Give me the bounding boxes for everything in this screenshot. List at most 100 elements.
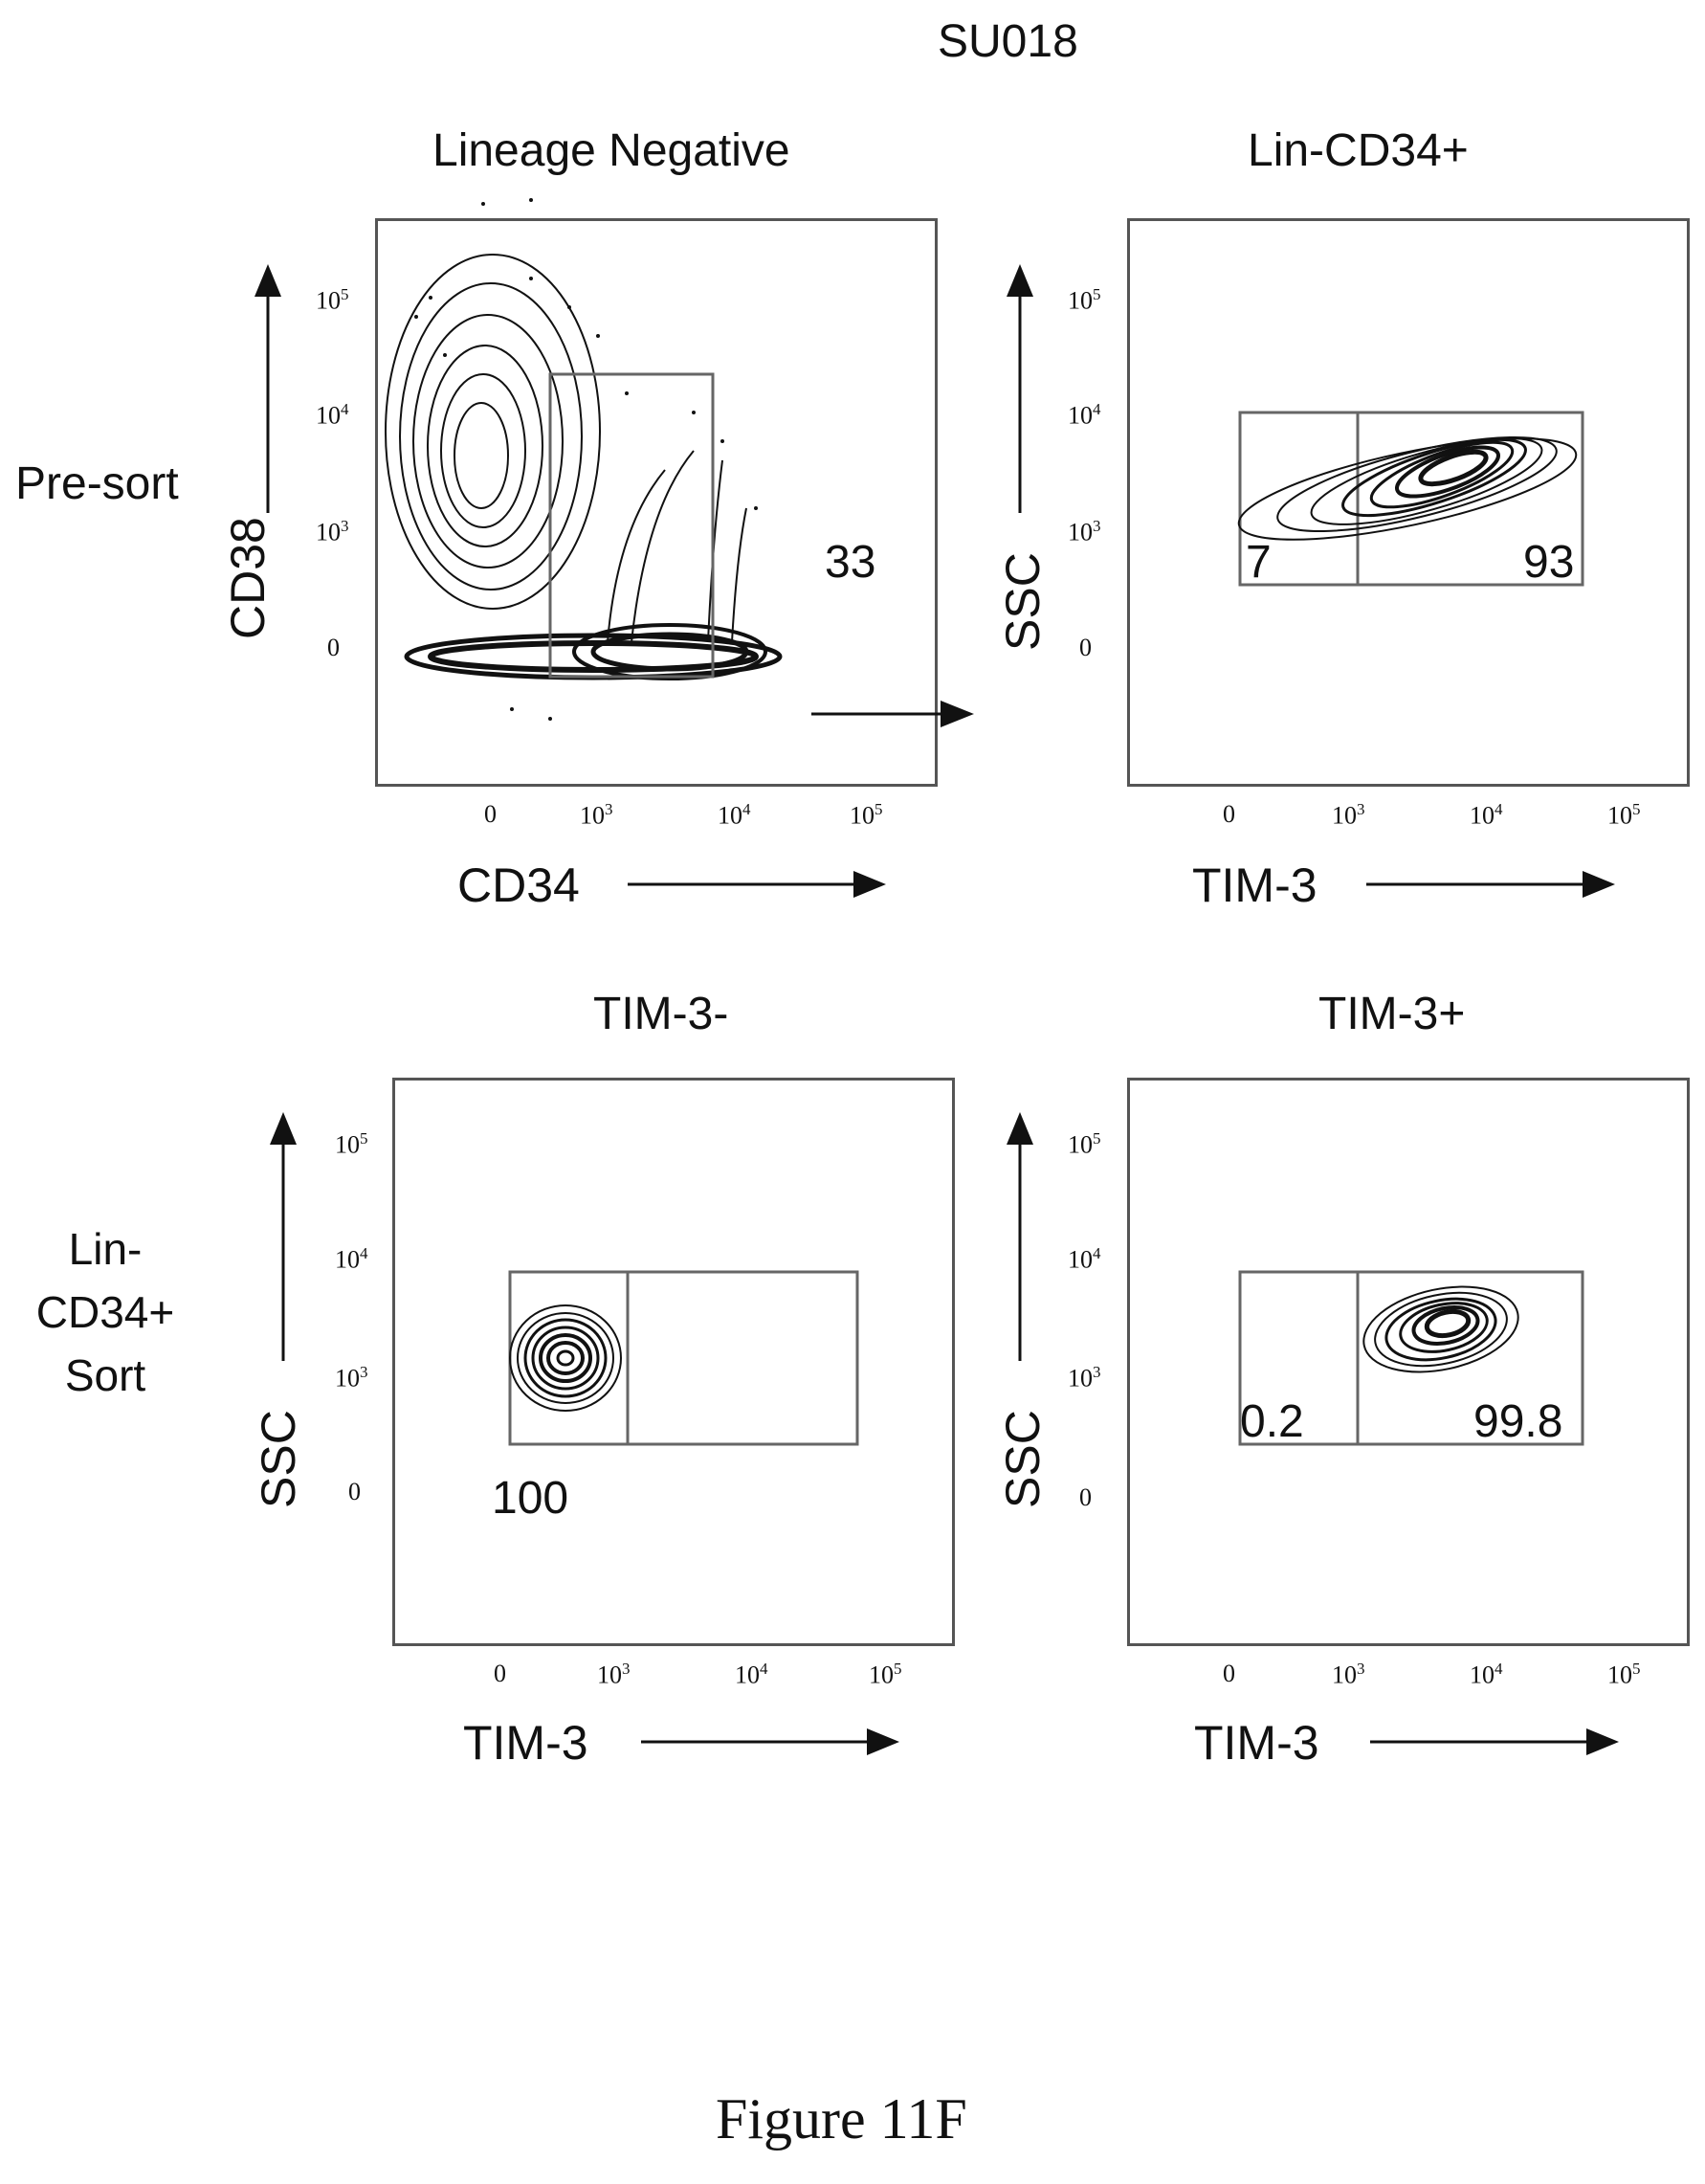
panel-4-gate-label-0-2: 0.2 [1240, 1396, 1304, 1447]
panel-3-xtick-1e5-exp: 5 [894, 1660, 902, 1678]
panel-2-contour [1341, 437, 1527, 518]
panel-4-ytick-1e3: 103 [1068, 1363, 1101, 1393]
panel-3-xtick-1e4-base: 10 [735, 1660, 760, 1689]
panel-1-xtick-1e5-exp: 5 [875, 800, 883, 818]
panel-2-contour [1395, 445, 1500, 499]
panel-1-event-dot [443, 353, 447, 357]
panel-3-y-arrow [270, 1112, 297, 1361]
panel-2-gate-label-7: 7 [1246, 537, 1272, 588]
panel-4-xtick-1e5-base: 10 [1607, 1660, 1632, 1689]
panel-2-ytick-1e3-exp: 3 [1093, 517, 1101, 535]
panel-3-contour [546, 1341, 585, 1375]
panel-4-x-arrow [1370, 1728, 1619, 1755]
figure-caption: Figure 11F [716, 2087, 967, 2151]
panel-3-ytick-1e5-base: 10 [335, 1130, 360, 1159]
panel-4-xtick-0: 0 [1223, 1660, 1235, 1687]
panel-1-xtick-1e3: 103 [580, 800, 613, 831]
row-label-sort: Lin- CD34+ Sort [29, 1217, 182, 1407]
panel-3-ytick-1e5: 105 [335, 1129, 368, 1160]
panel-4-contour [1411, 1305, 1480, 1346]
panel-4-xtick-1e4-exp: 4 [1495, 1660, 1503, 1678]
panel-4-ytick-1e5-base: 10 [1068, 1130, 1093, 1159]
panel-1-event-dot [481, 202, 485, 206]
panel-3-x-arrow-head [867, 1728, 899, 1755]
panel-2-xtick-1e3-base: 10 [1332, 801, 1357, 830]
row-label-sort-line-2: CD34+ [35, 1287, 175, 1337]
panel-1-x-arrow [628, 871, 886, 898]
panel-1-ytick-1e4-exp: 4 [341, 400, 349, 418]
panel-4-ytick-1e5: 105 [1068, 1129, 1101, 1160]
panel-2-xtick-1e4-base: 10 [1470, 801, 1495, 830]
panel-1-event-dot [720, 439, 724, 443]
panel-1-event-dot [596, 334, 600, 338]
panel-1-contour [590, 632, 749, 672]
gate-transfer-arrow-head [941, 701, 974, 727]
panel-2-xtick-1e4-exp: 4 [1495, 800, 1503, 818]
panel-1-event-dot [529, 277, 533, 280]
panel-1-plot-area [375, 198, 938, 787]
panel-2-xlabel: TIM-3 [1192, 858, 1318, 912]
panel-4-ytick-1e5-exp: 5 [1093, 1129, 1101, 1148]
panel-4-ytick-1e4: 104 [1068, 1244, 1101, 1275]
panel-1-xtick-0: 0 [484, 800, 497, 828]
panel-1-xtick-1e4: 104 [718, 800, 751, 831]
panel-3-xtick-1e3-exp: 3 [622, 1660, 631, 1678]
panel-4-ytick-0: 0 [1079, 1483, 1092, 1511]
row-label-sort-line-3: Sort [64, 1350, 146, 1400]
panel-3-contour [531, 1326, 600, 1391]
panel-3-contour [517, 1312, 614, 1404]
panel-1-xtick-1e5-base: 10 [850, 801, 875, 830]
panel-1-ytick-1e5: 105 [316, 285, 349, 316]
panel-1-xtick-1e4-exp: 4 [742, 800, 751, 818]
panel-2-contour [1418, 449, 1489, 487]
panel-1-ytick-1e3-base: 10 [316, 518, 341, 546]
panel-4-xtick-1e5: 105 [1607, 1660, 1641, 1690]
panel-1-xtick-1e3-exp: 3 [605, 800, 613, 818]
panel-1-ytick-1e4: 104 [316, 400, 349, 431]
panel-3-contour [509, 1304, 622, 1412]
panel-2-y-arrow-head [1007, 264, 1033, 297]
panel-3-xtick-1e5: 105 [869, 1660, 902, 1690]
panel-1-contour [428, 640, 759, 673]
panel-1-contour [412, 314, 564, 568]
panel-3-x-arrow [641, 1728, 899, 1755]
panel-3-xtick-1e4: 104 [735, 1660, 768, 1690]
panel-1-xtick-1e3-base: 10 [580, 801, 605, 830]
panel-4-xtick-1e4-base: 10 [1470, 1660, 1495, 1689]
panel-4-contour [1399, 1302, 1489, 1353]
panel-2-ytick-1e5-base: 10 [1068, 286, 1093, 315]
panel-4-y-arrow-head [1007, 1112, 1033, 1145]
panel-1-ytick-1e5-base: 10 [316, 286, 341, 315]
panel-4-xlabel: TIM-3 [1194, 1716, 1319, 1770]
panel-3-gate-label-100: 100 [492, 1473, 569, 1524]
panel-1-x-arrow-head [853, 871, 886, 898]
panel-3-contour [523, 1318, 608, 1398]
panel-4-gate-label-99-8: 99.8 [1473, 1396, 1563, 1447]
panel-2-gate-label-93: 93 [1523, 537, 1575, 588]
panel-2-xtick-1e5-exp: 5 [1632, 800, 1641, 818]
figure-sample-title: SU018 [938, 16, 1078, 67]
gate-transfer-arrow [811, 701, 974, 727]
panel-2-plot-area [1127, 218, 1690, 787]
panel-4-xtick-1e3: 103 [1332, 1660, 1365, 1690]
panel-3-ytick-1e4-exp: 4 [360, 1244, 368, 1262]
panel-3-ytick-0: 0 [348, 1478, 361, 1505]
panel-1-y-arrow-head [255, 264, 281, 297]
panel-1-event-dot [548, 717, 552, 721]
panel-1-event-dot [414, 315, 418, 319]
panel-1-xtick-1e5: 105 [850, 800, 883, 831]
panel-1-event-dot [625, 391, 629, 395]
panel-1-ytick-1e3: 103 [316, 517, 349, 547]
panel-2-xtick-1e3-exp: 3 [1357, 800, 1365, 818]
panel-3-gate-tim3-neg [508, 1270, 630, 1446]
panel-1-contour [385, 254, 601, 610]
panel-2-ytick-1e4-exp: 4 [1093, 400, 1101, 418]
panel-2-xtick-1e4: 104 [1470, 800, 1503, 831]
panel-1-event-dot [510, 707, 514, 711]
panel-4-xtick-1e3-exp: 3 [1357, 1660, 1365, 1678]
panel-3-gate-tim3-pos [626, 1270, 859, 1446]
panel-4-contour [1424, 1308, 1472, 1339]
panel-1-event-dot [429, 296, 432, 300]
panel-4-x-arrow-head [1586, 1728, 1619, 1755]
panel-1-contour [454, 402, 509, 509]
